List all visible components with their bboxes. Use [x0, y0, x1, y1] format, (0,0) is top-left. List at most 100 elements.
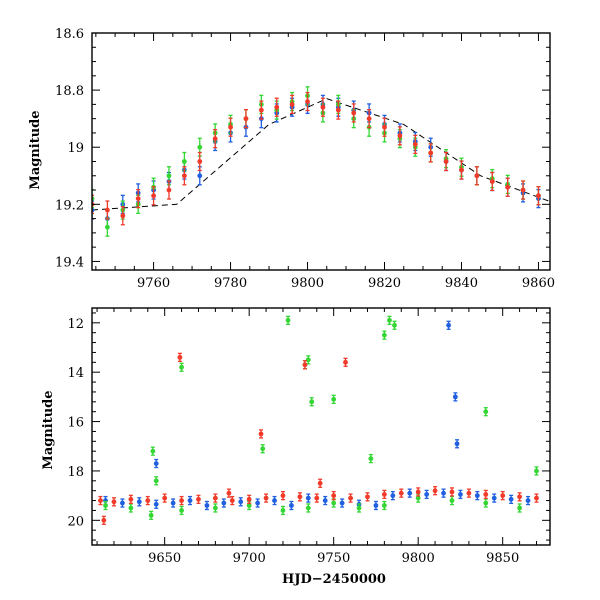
bottom-data-point	[500, 490, 506, 501]
top-panel: Magnitude 9760 9780 9800 9820 9840 9860 18.6 18…	[28, 27, 555, 291]
bottom-data-point	[331, 394, 337, 404]
bottom-data-point	[446, 320, 451, 330]
bottom-data-point	[263, 493, 269, 503]
bottom-y-tick-label: 20	[67, 514, 84, 529]
top-axes-frame	[91, 32, 551, 271]
bottom-data-point	[145, 495, 151, 506]
top-data-point	[104, 217, 110, 237]
top-y-axis-title: Magnitude	[28, 110, 43, 189]
bottom-data-point	[272, 495, 277, 506]
bottom-data-point	[170, 498, 176, 508]
top-data-point	[536, 186, 541, 206]
bottom-data-point	[150, 446, 156, 456]
bottom-data-point	[381, 330, 387, 340]
bottom-data-point	[179, 495, 184, 506]
bottom-data-point	[153, 499, 159, 509]
bottom-x-tick-label: 9850	[486, 551, 519, 566]
bottom-data-point	[317, 478, 323, 488]
top-data-point	[289, 94, 295, 115]
bottom-data-point	[407, 488, 413, 498]
bottom-plot-area	[98, 315, 539, 525]
bottom-data-point	[226, 488, 232, 498]
bottom-y-tick-label: 12	[67, 317, 84, 332]
bottom-data-point	[452, 392, 458, 402]
bottom-data-point	[297, 492, 303, 502]
bottom-data-point	[432, 486, 438, 496]
top-data-point	[351, 103, 357, 123]
top-x-tick-label: 9840	[445, 276, 478, 291]
top-data-point	[212, 129, 218, 149]
bottom-data-point	[466, 488, 472, 498]
top-x-tick-label: 9800	[291, 276, 324, 291]
bottom-data-point	[517, 503, 522, 513]
top-data-point	[274, 97, 280, 117]
bottom-data-point	[305, 503, 311, 513]
bottom-data-point	[525, 495, 531, 506]
bottom-data-point	[221, 498, 227, 508]
bottom-data-point	[128, 494, 134, 504]
bottom-data-point	[415, 487, 421, 497]
top-data-point	[428, 143, 434, 163]
bottom-data-point	[153, 476, 159, 486]
bottom-data-point	[179, 505, 184, 516]
bottom-data-point	[373, 500, 379, 511]
bottom-data-point	[128, 503, 134, 513]
top-y-tick-label: 19	[67, 141, 84, 156]
bottom-data-point	[322, 495, 328, 506]
top-data-point	[135, 188, 141, 209]
top-x-tick-label: 9760	[137, 276, 170, 291]
bottom-data-point	[458, 489, 463, 500]
bottom-data-point	[483, 498, 489, 508]
bottom-data-point	[103, 500, 108, 511]
top-data-point	[305, 91, 310, 112]
bottom-data-point	[196, 494, 201, 504]
bottom-data-point	[187, 495, 193, 506]
bottom-data-point	[280, 490, 286, 501]
bottom-axes-frame	[91, 307, 551, 546]
bottom-series-0	[103, 320, 531, 511]
bottom-series-2	[98, 352, 539, 525]
bottom-data-point	[177, 352, 183, 363]
bottom-y-tick-label: 16	[67, 416, 84, 431]
bottom-data-point	[381, 489, 387, 500]
bottom-y-axis-title: Magnitude	[41, 390, 56, 469]
bottom-series-1	[103, 315, 539, 521]
bottom-data-point	[255, 498, 261, 508]
bottom-data-point	[314, 493, 320, 503]
top-data-point	[181, 166, 187, 186]
bottom-data-point	[449, 495, 455, 506]
bottom-data-point	[517, 492, 522, 502]
bottom-data-point	[392, 320, 397, 330]
top-data-point	[474, 166, 480, 186]
bottom-x-tick-label: 9650	[148, 551, 181, 566]
top-data-point	[520, 180, 526, 200]
bottom-data-point	[111, 497, 117, 507]
bottom-x-tick-label: 9700	[233, 551, 266, 566]
top-y-tick-label: 19.4	[55, 255, 84, 270]
bottom-data-point	[508, 494, 514, 504]
top-data-point	[166, 180, 172, 200]
bottom-data-point	[246, 494, 252, 504]
top-y-tick-label: 19.2	[55, 198, 84, 213]
bottom-data-point	[483, 489, 489, 500]
top-data-point	[489, 171, 495, 192]
bottom-data-point	[280, 505, 286, 516]
top-data-point	[505, 177, 511, 197]
bottom-data-point	[212, 503, 218, 513]
bottom-data-point	[365, 492, 370, 502]
bottom-data-point	[483, 407, 489, 417]
top-y-tick-label: 18.8	[55, 84, 84, 99]
top-data-point	[258, 100, 264, 120]
bottom-data-point	[454, 439, 460, 449]
bottom-data-point	[260, 444, 266, 454]
top-series-2	[92, 91, 541, 226]
top-data-point	[104, 200, 110, 220]
top-series-1	[92, 86, 541, 237]
bottom-data-point	[387, 315, 392, 325]
bottom-data-point	[212, 493, 218, 503]
bottom-data-point	[449, 487, 455, 497]
top-data-point	[382, 117, 387, 137]
bottom-data-point	[368, 453, 374, 464]
bottom-data-point	[474, 490, 480, 501]
